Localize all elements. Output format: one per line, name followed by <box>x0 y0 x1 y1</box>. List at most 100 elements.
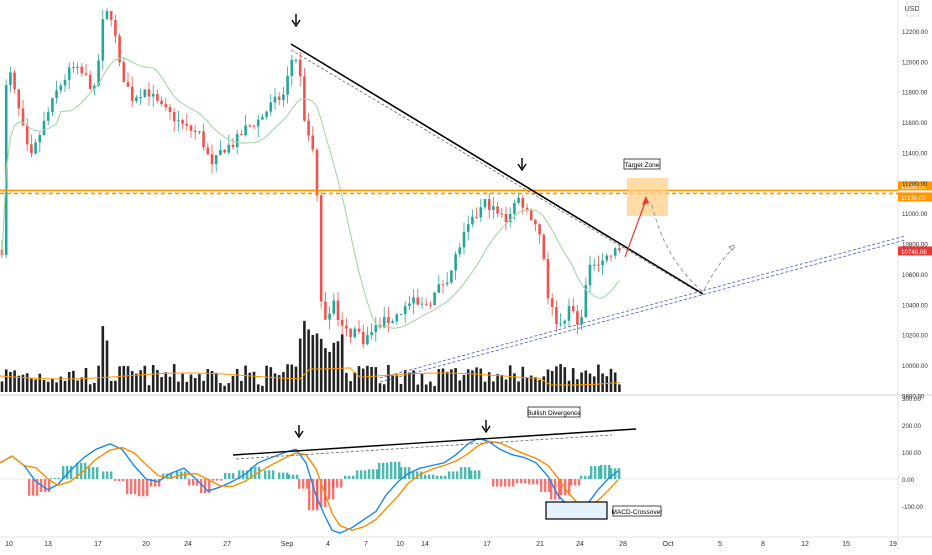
candle-body <box>67 67 71 80</box>
candle-body <box>240 134 243 136</box>
volume-bar <box>177 381 180 392</box>
volume-bar <box>315 333 319 392</box>
price-moving-average <box>1 57 620 329</box>
volume-bar <box>109 380 113 392</box>
volume-bar <box>240 380 243 392</box>
macd-histogram-bar <box>360 470 363 479</box>
macd-histogram-bar <box>62 466 65 479</box>
candle-body <box>38 135 42 143</box>
volume-bar <box>139 370 142 392</box>
volume-bar <box>433 385 436 392</box>
volume-bar <box>168 376 172 392</box>
macd-histogram-bar <box>110 471 113 479</box>
volume-bar <box>504 379 508 392</box>
candle-body <box>126 82 130 87</box>
macd-histogram-bar <box>122 479 125 482</box>
macd-histogram-bar <box>468 467 471 479</box>
volume-bar <box>202 380 205 392</box>
volume-bar <box>210 371 214 392</box>
macd-tick-label: 0.00 <box>902 477 915 484</box>
target-zone-label: Target Zone <box>625 162 660 169</box>
volume-bar <box>429 381 432 392</box>
time-tick-label: 13 <box>44 541 52 548</box>
candle-body <box>613 248 617 256</box>
candle-body <box>46 112 50 121</box>
volume-bar <box>555 366 558 392</box>
volume-bar <box>122 365 126 392</box>
macd-histogram-bar <box>126 479 129 495</box>
ascending-support-line <box>379 239 906 383</box>
ascending-support-line <box>379 235 906 379</box>
volume-bar <box>529 375 533 392</box>
volume-bar <box>252 371 256 392</box>
macd-crossover-box <box>545 501 608 520</box>
candle-body <box>408 303 411 307</box>
volume-bar <box>571 368 575 392</box>
volume-bar <box>391 375 394 392</box>
volume-bar <box>550 370 554 392</box>
volume-bar <box>189 374 193 392</box>
volume-bar <box>487 372 491 392</box>
macd-histogram-bar <box>474 470 477 479</box>
macd-histogram-bar <box>298 479 301 489</box>
candle-body <box>172 112 176 122</box>
candle-body <box>21 108 25 126</box>
volume-bar <box>181 373 184 392</box>
volume-bar <box>269 367 273 392</box>
volume-bar <box>534 377 537 392</box>
macd-histogram-bar <box>58 477 61 479</box>
candle-body <box>437 284 441 293</box>
macd-histogram-bar <box>320 479 323 508</box>
projection-arrowhead-grey <box>728 244 736 252</box>
candle-body <box>513 202 516 214</box>
candle-body <box>374 325 378 333</box>
macd-histogram-bar <box>102 471 105 479</box>
price-tag-box <box>898 192 932 202</box>
candle-body <box>471 216 474 225</box>
macd-histogram-bar <box>88 467 91 479</box>
candle-body <box>156 93 159 101</box>
time-tick-label: Oct <box>663 541 674 548</box>
candle-body <box>567 306 571 321</box>
candle-body <box>370 332 373 336</box>
macd-crossover-label: MACD-Crossover <box>612 509 664 516</box>
time-tick-label: 17 <box>94 541 102 548</box>
candle-body <box>601 260 604 266</box>
candle-body <box>580 317 583 325</box>
macd-histogram-bar <box>302 479 305 489</box>
volume-bar <box>567 380 571 392</box>
volume-bar <box>374 367 378 392</box>
volume-bar <box>336 341 340 392</box>
volume-bar <box>76 380 79 392</box>
volume-bar <box>273 373 277 392</box>
candle-body <box>76 66 79 68</box>
macd-histogram-bar <box>196 479 199 486</box>
volume-bar <box>601 373 604 392</box>
candle-body <box>13 72 16 90</box>
moving-average-layer <box>1 57 620 329</box>
time-tick-label: 21 <box>536 541 544 548</box>
candle-body <box>130 86 134 101</box>
macd-histogram-bar <box>220 479 223 481</box>
candle-body <box>248 125 252 127</box>
volume-bar <box>219 383 222 392</box>
volume-bar <box>403 369 407 392</box>
volume-bar <box>93 382 96 392</box>
candle-body <box>420 303 424 305</box>
macd-histogram-bar <box>608 464 611 479</box>
candle-body <box>529 209 533 221</box>
candle-body <box>538 224 541 235</box>
volume-bar <box>42 379 46 392</box>
macd-histogram-bar <box>492 479 495 487</box>
macd-histogram-bar <box>282 472 285 479</box>
volume-bar <box>416 384 420 392</box>
volume-bar <box>324 348 327 392</box>
candle-body <box>319 195 323 302</box>
macd-histogram-bar <box>570 479 573 486</box>
macd-histogram-bar <box>316 479 319 508</box>
macd-histogram-bar <box>306 479 309 489</box>
macd-histogram-bar <box>50 477 53 479</box>
volume-bar <box>424 384 428 392</box>
